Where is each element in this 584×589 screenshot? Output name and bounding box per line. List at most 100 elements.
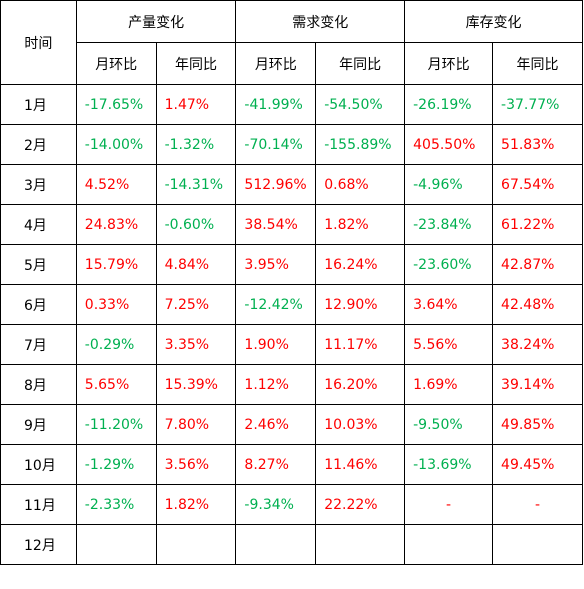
cell-inventory-yoy	[492, 524, 583, 565]
cell-inventory-mom: -9.50%	[404, 404, 494, 445]
header-group-demand: 需求变化	[235, 0, 406, 43]
cell-inventory-yoy: 39.14%	[492, 364, 583, 405]
cell-demand-mom: 512.96%	[235, 164, 317, 205]
table-row: 6月 0.33% 7.25% -12.42% 12.90% 3.64% 42.48%	[0, 284, 583, 325]
cell-production-mom: -14.00%	[75, 124, 157, 165]
subheader-inventory-yoy: 年同比	[492, 42, 583, 85]
cell-demand-yoy: 1.82%	[315, 204, 406, 245]
cell-production-yoy: -1.32%	[155, 124, 237, 165]
cell-inventory-yoy: 38.24%	[492, 324, 583, 365]
cell-production-yoy: 7.80%	[155, 404, 237, 445]
table-row: 12月	[0, 524, 583, 565]
table-row: 2月 -14.00% -1.32% -70.14% -155.89% 405.50% 51.…	[0, 124, 583, 165]
cell-demand-yoy: -54.50%	[315, 84, 406, 125]
month-cell: 12月	[0, 524, 77, 565]
month-cell: 8月	[0, 364, 77, 405]
subheader-inventory-mom: 月环比	[404, 42, 494, 85]
cell-inventory-yoy: 42.87%	[492, 244, 583, 285]
cell-production-yoy: 15.39%	[155, 364, 237, 405]
cell-demand-yoy: -155.89%	[315, 124, 406, 165]
cell-production-mom: 24.83%	[75, 204, 157, 245]
cell-inventory-yoy: 67.54%	[492, 164, 583, 205]
cell-inventory-mom: 5.56%	[404, 324, 494, 365]
subheader-demand-yoy: 年同比	[315, 42, 406, 85]
table-row: 8月 5.65% 15.39% 1.12% 16.20% 1.69% 39.14%	[0, 364, 583, 405]
cell-demand-yoy: 0.68%	[315, 164, 406, 205]
cell-production-mom: -0.29%	[75, 324, 157, 365]
month-cell: 7月	[0, 324, 77, 365]
cell-production-yoy: 1.47%	[155, 84, 237, 125]
cell-inventory-mom: 405.50%	[404, 124, 494, 165]
cell-production-mom	[75, 524, 157, 565]
cell-inventory-yoy: 49.85%	[492, 404, 583, 445]
table-row: 11月 -2.33% 1.82% -9.34% 22.22% - -	[0, 484, 583, 525]
cell-inventory-mom: -23.60%	[404, 244, 494, 285]
cell-demand-yoy: 16.24%	[315, 244, 406, 285]
month-cell: 3月	[0, 164, 77, 205]
month-cell: 9月	[0, 404, 77, 445]
table-row: 1月 -17.65% 1.47% -41.99% -54.50% -26.19% -37.7…	[0, 84, 583, 125]
month-cell: 1月	[0, 84, 77, 125]
header-group-inventory: 库存变化	[404, 0, 583, 43]
subheader-production-yoy: 年同比	[155, 42, 237, 85]
cell-demand-yoy: 12.90%	[315, 284, 406, 325]
cell-production-yoy: 7.25%	[155, 284, 237, 325]
cell-demand-mom	[235, 524, 317, 565]
table-row: 5月 15.79% 4.84% 3.95% 16.24% -23.60% 42.87%	[0, 244, 583, 285]
cell-production-yoy: -0.60%	[155, 204, 237, 245]
header-row-groups: 时间 产量变化 需求变化 库存变化	[0, 0, 583, 85]
cell-demand-mom: -9.34%	[235, 484, 317, 525]
month-cell: 5月	[0, 244, 77, 285]
cell-demand-mom: 8.27%	[235, 444, 317, 485]
cell-inventory-yoy: 61.22%	[492, 204, 583, 245]
cell-production-yoy: 1.82%	[155, 484, 237, 525]
cell-production-yoy: 3.35%	[155, 324, 237, 365]
cell-production-mom: -2.33%	[75, 484, 157, 525]
header-group-production: 产量变化	[75, 0, 237, 43]
header-row-subheaders: 月环比 年同比 月环比 年同比 月环比 年同比	[1, 42, 583, 85]
month-cell: 6月	[0, 284, 77, 325]
cell-production-mom: -1.29%	[75, 444, 157, 485]
table-row: 7月 -0.29% 3.35% 1.90% 11.17% 5.56% 38.24%	[0, 324, 583, 365]
cell-inventory-mom: 1.69%	[404, 364, 494, 405]
cell-inventory-yoy: -	[492, 484, 583, 525]
month-cell: 10月	[0, 444, 77, 485]
cell-production-yoy: 4.84%	[155, 244, 237, 285]
cell-demand-mom: 3.95%	[235, 244, 317, 285]
data-table: 时间 产量变化 需求变化 库存变化 月环比 年同比 月环比 年同比 月环比 年同…	[0, 0, 583, 565]
cell-inventory-mom: -	[404, 484, 494, 525]
cell-production-mom: 15.79%	[75, 244, 157, 285]
cell-production-mom: 4.52%	[75, 164, 157, 205]
cell-inventory-mom: -23.84%	[404, 204, 494, 245]
month-cell: 2月	[0, 124, 77, 165]
cell-demand-yoy: 10.03%	[315, 404, 406, 445]
cell-demand-yoy: 16.20%	[315, 364, 406, 405]
cell-production-yoy: -14.31%	[155, 164, 237, 205]
cell-demand-mom: 38.54%	[235, 204, 317, 245]
cell-demand-yoy: 22.22%	[315, 484, 406, 525]
table-body: 1月 -17.65% 1.47% -41.99% -54.50% -26.19% -37.7…	[0, 84, 583, 565]
cell-production-yoy: 3.56%	[155, 444, 237, 485]
cell-demand-mom: 2.46%	[235, 404, 317, 445]
month-cell: 4月	[0, 204, 77, 245]
cell-production-mom: -11.20%	[75, 404, 157, 445]
cell-production-mom: 0.33%	[75, 284, 157, 325]
table-row: 4月 24.83% -0.60% 38.54% 1.82% -23.84% 61.22%	[0, 204, 583, 245]
header-time: 时间	[0, 0, 77, 85]
subheader-production-mom: 月环比	[75, 42, 157, 85]
cell-demand-mom: -41.99%	[235, 84, 317, 125]
cell-inventory-yoy: -37.77%	[492, 84, 583, 125]
cell-inventory-yoy: 49.45%	[492, 444, 583, 485]
cell-demand-yoy: 11.46%	[315, 444, 406, 485]
table-row: 10月 -1.29% 3.56% 8.27% 11.46% -13.69% 49.45%	[0, 444, 583, 485]
cell-inventory-mom: -4.96%	[404, 164, 494, 205]
table-row: 3月 4.52% -14.31% 512.96% 0.68% -4.96% 67.54%	[0, 164, 583, 205]
cell-inventory-yoy: 51.83%	[492, 124, 583, 165]
cell-inventory-mom	[404, 524, 494, 565]
cell-inventory-mom: 3.64%	[404, 284, 494, 325]
cell-demand-mom: -70.14%	[235, 124, 317, 165]
table-row: 9月 -11.20% 7.80% 2.46% 10.03% -9.50% 49.85%	[0, 404, 583, 445]
cell-demand-yoy: 11.17%	[315, 324, 406, 365]
cell-production-yoy	[155, 524, 237, 565]
cell-inventory-mom: -13.69%	[404, 444, 494, 485]
